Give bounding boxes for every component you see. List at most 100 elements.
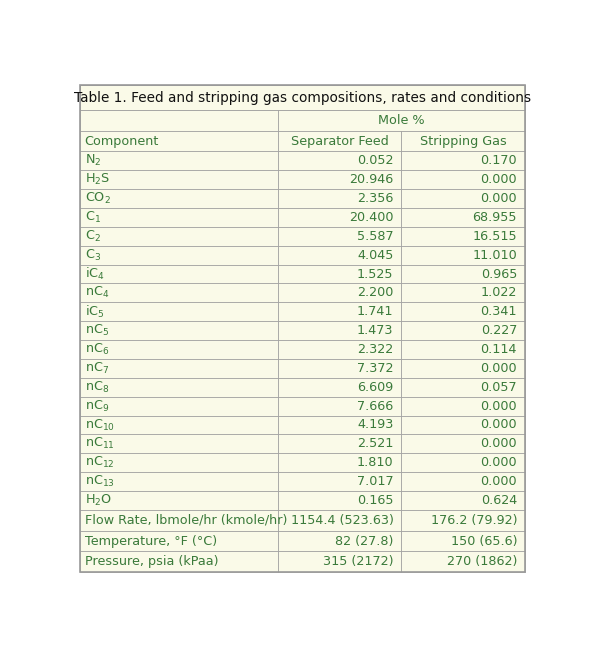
Bar — [401, 530, 525, 552]
Text: 0.000: 0.000 — [480, 456, 517, 469]
Text: 0.170: 0.170 — [480, 154, 517, 167]
Text: Temperature, °F (°C): Temperature, °F (°C) — [84, 534, 217, 548]
Text: nC$_8$: nC$_8$ — [84, 380, 109, 395]
Text: nC$_{10}$: nC$_{10}$ — [84, 417, 114, 433]
Text: 0.165: 0.165 — [357, 494, 394, 507]
Text: Pressure, psia (kPaa): Pressure, psia (kPaa) — [84, 556, 218, 568]
Text: 0.114: 0.114 — [480, 343, 517, 356]
Bar — [401, 397, 525, 415]
Bar — [278, 208, 401, 227]
Bar — [80, 189, 278, 208]
Bar — [401, 491, 525, 510]
Bar — [80, 208, 278, 227]
Text: Table 1. Feed and stripping gas compositions, rates and conditions: Table 1. Feed and stripping gas composit… — [74, 90, 531, 105]
Bar — [278, 151, 401, 171]
Text: nC$_7$: nC$_7$ — [84, 361, 109, 376]
Bar — [278, 434, 401, 453]
Bar — [278, 110, 525, 130]
Bar — [401, 151, 525, 171]
Bar — [80, 151, 278, 171]
Text: N$_2$: N$_2$ — [84, 153, 101, 169]
Bar — [278, 491, 401, 510]
Text: 7.372: 7.372 — [357, 362, 394, 375]
Text: C$_1$: C$_1$ — [84, 210, 100, 225]
Text: 0.000: 0.000 — [480, 419, 517, 432]
Text: 0.000: 0.000 — [480, 437, 517, 450]
Bar — [278, 321, 401, 340]
Text: 6.609: 6.609 — [357, 380, 394, 394]
Bar — [401, 434, 525, 453]
Bar — [278, 130, 401, 151]
Text: 270 (1862): 270 (1862) — [447, 556, 517, 568]
Bar — [401, 510, 525, 530]
Bar — [401, 245, 525, 265]
Bar — [80, 378, 278, 397]
Bar — [80, 302, 278, 321]
Text: 68.955: 68.955 — [473, 211, 517, 224]
Bar — [80, 434, 278, 453]
Bar — [80, 245, 278, 265]
Text: 2.356: 2.356 — [357, 192, 394, 205]
Bar — [401, 552, 525, 572]
Text: 2.521: 2.521 — [357, 437, 394, 450]
Bar — [278, 245, 401, 265]
Bar — [401, 415, 525, 434]
Bar — [278, 510, 401, 530]
Text: nC$_5$: nC$_5$ — [84, 323, 109, 339]
Bar — [401, 171, 525, 189]
Text: nC$_6$: nC$_6$ — [84, 342, 109, 357]
Bar — [278, 397, 401, 415]
Text: Separator Feed: Separator Feed — [291, 134, 388, 147]
Text: 176.2 (79.92): 176.2 (79.92) — [431, 514, 517, 526]
Text: iC$_4$: iC$_4$ — [84, 266, 104, 282]
Text: 82 (27.8): 82 (27.8) — [335, 534, 394, 548]
Text: 0.000: 0.000 — [480, 400, 517, 413]
Text: 1.741: 1.741 — [357, 306, 394, 318]
Text: 0.000: 0.000 — [480, 173, 517, 186]
Bar — [278, 415, 401, 434]
Text: 1.525: 1.525 — [357, 267, 394, 280]
Text: 20.400: 20.400 — [349, 211, 394, 224]
Text: 0.000: 0.000 — [480, 362, 517, 375]
Bar — [80, 340, 278, 359]
Bar — [80, 130, 278, 151]
Text: C$_2$: C$_2$ — [84, 229, 100, 244]
Text: Mole %: Mole % — [378, 114, 425, 127]
Bar — [80, 227, 278, 245]
Bar — [80, 359, 278, 378]
Bar — [278, 472, 401, 491]
Text: 7.017: 7.017 — [357, 475, 394, 488]
Bar — [80, 284, 278, 302]
Text: 4.193: 4.193 — [357, 419, 394, 432]
Text: 7.666: 7.666 — [357, 400, 394, 413]
Text: nC$_9$: nC$_9$ — [84, 399, 109, 413]
Text: 315 (2172): 315 (2172) — [323, 556, 394, 568]
Text: 11.010: 11.010 — [473, 249, 517, 262]
Text: 16.515: 16.515 — [473, 230, 517, 243]
Bar — [401, 321, 525, 340]
Bar — [278, 530, 401, 552]
Bar — [278, 284, 401, 302]
Text: 2.322: 2.322 — [357, 343, 394, 356]
Bar — [80, 510, 278, 530]
Bar — [401, 130, 525, 151]
Bar — [80, 110, 278, 130]
Bar — [278, 552, 401, 572]
Text: 0.624: 0.624 — [481, 494, 517, 507]
Bar — [80, 453, 278, 472]
Text: 0.965: 0.965 — [481, 267, 517, 280]
Bar — [278, 340, 401, 359]
Text: Stripping Gas: Stripping Gas — [419, 134, 506, 147]
Text: 4.045: 4.045 — [357, 249, 394, 262]
Text: Flow Rate, lbmole/hr (kmole/hr): Flow Rate, lbmole/hr (kmole/hr) — [84, 514, 287, 526]
Bar — [278, 189, 401, 208]
Bar — [278, 359, 401, 378]
Bar — [401, 302, 525, 321]
Bar — [401, 340, 525, 359]
Text: 0.227: 0.227 — [481, 324, 517, 337]
Bar — [401, 453, 525, 472]
Bar — [401, 265, 525, 284]
Text: H$_2$S: H$_2$S — [84, 172, 110, 187]
Bar — [278, 171, 401, 189]
Text: 0.052: 0.052 — [357, 154, 394, 167]
